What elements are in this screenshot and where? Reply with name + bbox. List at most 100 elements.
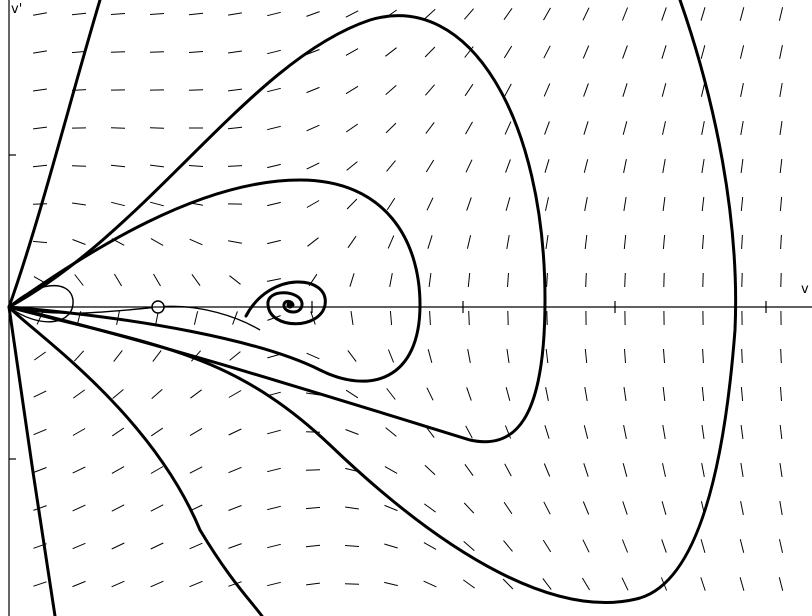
direction-field: [32, 7, 784, 591]
direction-segment: [267, 87, 281, 93]
direction-segment: [702, 234, 704, 250]
direction-segment: [33, 467, 47, 473]
direction-segment: [662, 463, 666, 477]
direction-segment: [622, 83, 628, 97]
direction-segment: [464, 464, 474, 476]
direction-segment: [779, 539, 783, 553]
direction-segment: [32, 203, 48, 205]
direction-segment: [464, 83, 474, 97]
direction-segment: [227, 165, 243, 167]
direction-segment: [467, 272, 471, 288]
direction-segment: [307, 237, 319, 247]
direction-segment: [72, 202, 86, 206]
direction-segment: [739, 577, 745, 591]
direction-segment: [584, 197, 588, 211]
direction-segment: [701, 463, 705, 477]
direction-segment: [623, 387, 627, 401]
direction-segment: [778, 577, 784, 591]
trajectory-outer-upper: [7, 0, 102, 309]
direction-segment: [622, 121, 628, 135]
direction-segment: [624, 272, 626, 288]
direction-segment: [345, 389, 359, 399]
direction-segment: [466, 235, 472, 249]
direction-segment: [33, 428, 47, 436]
direction-segment: [661, 7, 667, 21]
direction-segment: [386, 197, 396, 211]
direction-segment: [621, 577, 629, 591]
direction-segment: [346, 161, 358, 171]
direction-segment: [506, 349, 510, 363]
direction-segment: [306, 49, 320, 55]
direction-segment: [465, 159, 473, 173]
direction-segment: [267, 543, 281, 549]
direction-segment: [385, 427, 397, 437]
direction-segment: [465, 425, 473, 439]
direction-segment: [33, 12, 47, 16]
direction-segment: [740, 196, 744, 212]
direction-segment: [424, 503, 436, 513]
direction-segment: [780, 386, 782, 402]
direction-segment: [425, 122, 435, 134]
direction-segment: [72, 239, 86, 245]
direction-segment: [151, 389, 163, 399]
direction-segment: [111, 504, 125, 512]
direction-segment: [543, 83, 551, 97]
direction-segment: [740, 121, 744, 135]
direction-segment: [110, 51, 126, 53]
direction-segment: [386, 388, 396, 400]
direction-segment: [345, 506, 359, 510]
direction-segment: [505, 159, 511, 173]
direction-segment: [306, 200, 320, 208]
direction-segment: [581, 577, 591, 591]
direction-segment: [622, 501, 628, 515]
direction-segment: [189, 466, 203, 474]
direction-segment: [701, 386, 705, 402]
direction-segment: [72, 580, 86, 588]
direction-segment: [584, 348, 588, 364]
direction-segment: [267, 429, 281, 435]
direction-segment: [662, 121, 666, 135]
direction-segment: [150, 201, 164, 207]
homoclinic-lobe: [8, 285, 261, 331]
direction-segment: [228, 88, 242, 92]
direction-segment: [623, 234, 627, 250]
direction-segment: [740, 463, 744, 477]
direction-segment: [542, 539, 552, 553]
direction-segment: [150, 238, 164, 246]
direction-segment: [188, 165, 204, 167]
direction-segment: [345, 10, 359, 18]
direction-segment: [543, 45, 551, 59]
direction-segment: [188, 51, 204, 53]
direction-segment: [345, 48, 359, 56]
direction-segment: [305, 544, 321, 548]
direction-segment: [113, 273, 123, 287]
direction-segment: [427, 349, 433, 363]
direction-segment: [228, 543, 242, 549]
direction-segment: [73, 389, 85, 399]
direction-segment: [73, 350, 85, 362]
direction-segment: [464, 8, 474, 20]
direction-segment: [189, 542, 203, 550]
direction-segment: [582, 45, 590, 59]
direction-segment: [741, 234, 743, 250]
direction-segment: [505, 197, 511, 211]
direction-segment: [229, 351, 241, 361]
direction-segment: [425, 159, 435, 173]
direction-segment: [544, 159, 550, 173]
direction-segment: [584, 234, 588, 250]
direction-segment: [229, 275, 241, 285]
direction-segment: [385, 47, 397, 57]
direction-segment: [305, 469, 321, 471]
direction-segment: [545, 197, 549, 211]
direction-segment: [385, 85, 397, 95]
direction-segment: [423, 542, 437, 550]
direction-segment: [149, 13, 165, 15]
direction-segment: [228, 240, 242, 244]
direction-segment: [701, 425, 705, 439]
direction-segment: [426, 197, 434, 211]
small-lobe-curve: [8, 285, 74, 323]
direction-segment: [585, 272, 587, 288]
direction-segment: [389, 273, 393, 287]
direction-segment: [700, 539, 706, 553]
direction-segment: [544, 425, 550, 439]
